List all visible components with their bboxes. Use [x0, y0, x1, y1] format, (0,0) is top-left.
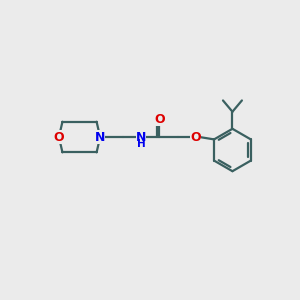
- Text: O: O: [154, 113, 165, 126]
- Text: O: O: [190, 130, 201, 143]
- Text: N: N: [136, 130, 146, 143]
- Text: N: N: [95, 130, 105, 143]
- Text: O: O: [54, 130, 64, 143]
- Text: H: H: [137, 140, 146, 149]
